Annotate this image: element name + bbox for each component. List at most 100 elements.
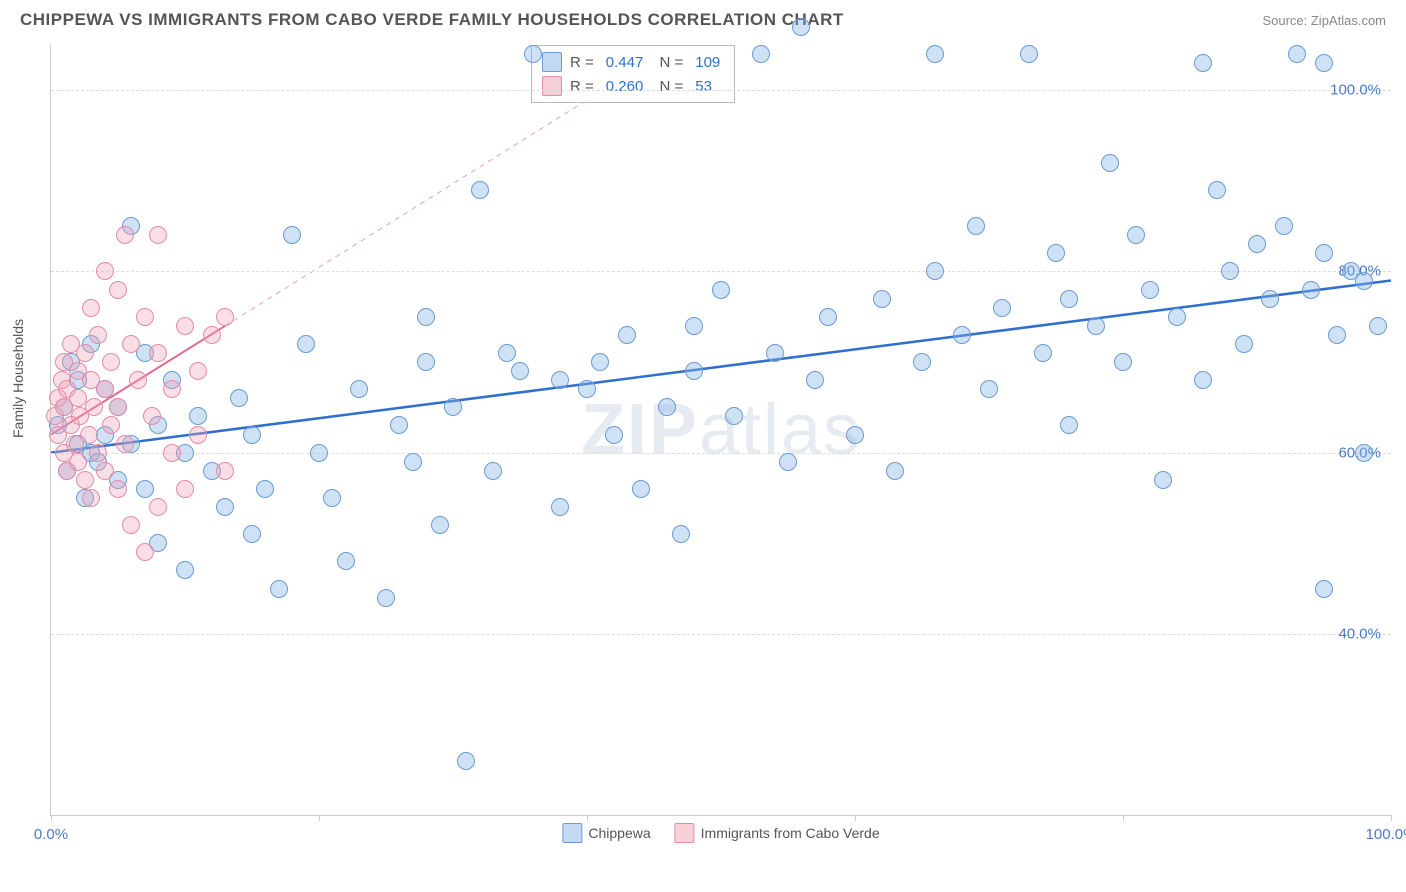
watermark: ZIPatlas	[581, 389, 861, 471]
scatter-point	[143, 407, 161, 425]
scatter-point	[1315, 54, 1333, 72]
scatter-point	[149, 344, 167, 362]
scatter-point	[102, 353, 120, 371]
scatter-point	[216, 498, 234, 516]
stats-row-pink: R = 0.260 N = 53	[542, 74, 724, 98]
scatter-point	[1369, 317, 1387, 335]
gridline	[51, 634, 1391, 635]
scatter-point	[176, 561, 194, 579]
xtick-mark	[587, 815, 588, 821]
scatter-point	[163, 380, 181, 398]
scatter-point	[390, 416, 408, 434]
scatter-point	[551, 371, 569, 389]
scatter-point	[980, 380, 998, 398]
scatter-point	[591, 353, 609, 371]
scatter-point	[1288, 45, 1306, 63]
scatter-point	[350, 380, 368, 398]
scatter-point	[129, 371, 147, 389]
scatter-point	[149, 498, 167, 516]
scatter-point	[243, 426, 261, 444]
scatter-point	[96, 462, 114, 480]
stats-legend: R = 0.447 N = 109 R = 0.260 N = 53	[531, 45, 735, 103]
scatter-point	[203, 326, 221, 344]
scatter-point	[926, 45, 944, 63]
scatter-point	[323, 489, 341, 507]
scatter-point	[618, 326, 636, 344]
scatter-point	[216, 308, 234, 326]
gridline	[51, 271, 1391, 272]
scatter-point	[779, 453, 797, 471]
scatter-point	[498, 344, 516, 362]
scatter-point	[189, 362, 207, 380]
scatter-point	[116, 226, 134, 244]
scatter-point	[551, 498, 569, 516]
chart-title: CHIPPEWA VS IMMIGRANTS FROM CABO VERDE F…	[20, 10, 844, 30]
scatter-point	[163, 444, 181, 462]
scatter-point	[109, 398, 127, 416]
scatter-point	[1087, 317, 1105, 335]
swatch-blue	[542, 52, 562, 72]
scatter-point	[337, 552, 355, 570]
scatter-point	[80, 426, 98, 444]
scatter-point	[806, 371, 824, 389]
scatter-point	[176, 317, 194, 335]
legend-label-pink: Immigrants from Cabo Verde	[701, 825, 880, 841]
scatter-point	[1275, 217, 1293, 235]
swatch-blue-icon	[562, 823, 582, 843]
scatter-point	[658, 398, 676, 416]
xtick-label: 100.0%	[1366, 826, 1406, 843]
series-legend: Chippewa Immigrants from Cabo Verde	[562, 823, 879, 843]
n-value-pink: 53	[691, 78, 716, 95]
scatter-point	[243, 525, 261, 543]
scatter-point	[1154, 471, 1172, 489]
scatter-point	[1194, 54, 1212, 72]
stats-row-blue: R = 0.447 N = 109	[542, 50, 724, 74]
scatter-point	[85, 398, 103, 416]
scatter-point	[189, 407, 207, 425]
scatter-point	[69, 453, 87, 471]
scatter-point	[310, 444, 328, 462]
scatter-point	[96, 262, 114, 280]
scatter-point	[605, 426, 623, 444]
legend-item-pink: Immigrants from Cabo Verde	[675, 823, 880, 843]
scatter-point	[1315, 580, 1333, 598]
scatter-point	[1221, 262, 1239, 280]
scatter-point	[89, 326, 107, 344]
ytick-label: 40.0%	[1338, 625, 1381, 642]
scatter-point	[149, 226, 167, 244]
scatter-point	[953, 326, 971, 344]
scatter-point	[82, 299, 100, 317]
scatter-point	[792, 18, 810, 36]
scatter-point	[1141, 281, 1159, 299]
xtick-mark	[51, 815, 52, 821]
scatter-point	[122, 516, 140, 534]
scatter-point	[297, 335, 315, 353]
legend-label-blue: Chippewa	[588, 825, 650, 841]
scatter-point	[1261, 290, 1279, 308]
scatter-point	[1248, 235, 1266, 253]
scatter-point	[846, 426, 864, 444]
scatter-point	[82, 489, 100, 507]
scatter-point	[136, 308, 154, 326]
r-value-blue: 0.447	[602, 54, 648, 71]
scatter-point	[417, 308, 435, 326]
scatter-point	[1034, 344, 1052, 362]
scatter-point	[116, 435, 134, 453]
scatter-point	[1114, 353, 1132, 371]
scatter-point	[967, 217, 985, 235]
scatter-point	[444, 398, 462, 416]
scatter-point	[216, 462, 234, 480]
scatter-point	[1101, 154, 1119, 172]
scatter-point	[96, 380, 114, 398]
legend-item-blue: Chippewa	[562, 823, 650, 843]
gridline	[51, 90, 1391, 91]
scatter-point	[819, 308, 837, 326]
scatter-point	[1020, 45, 1038, 63]
scatter-point	[1194, 371, 1212, 389]
gridline	[51, 453, 1391, 454]
scatter-point	[766, 344, 784, 362]
scatter-point	[89, 444, 107, 462]
scatter-point	[471, 181, 489, 199]
scatter-point	[1127, 226, 1145, 244]
scatter-point	[1302, 281, 1320, 299]
